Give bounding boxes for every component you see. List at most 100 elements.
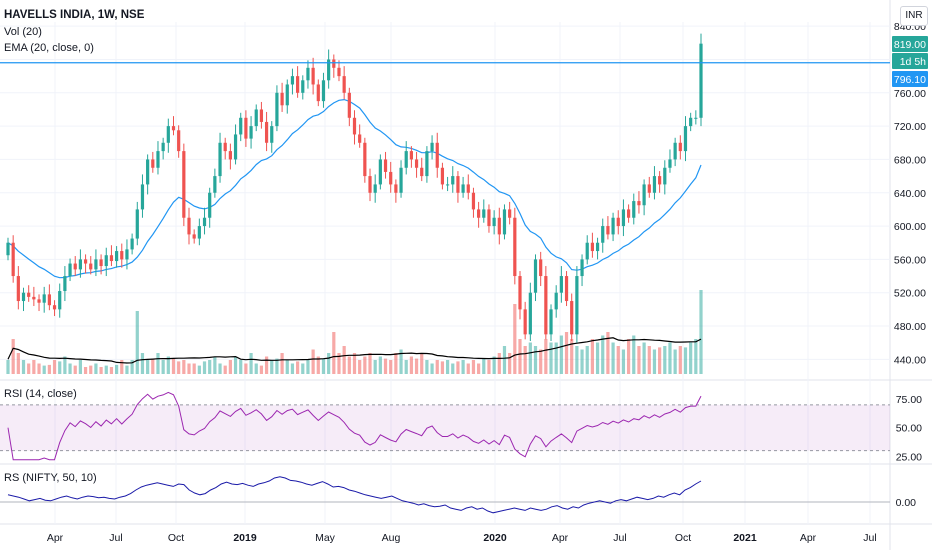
volume-bar <box>445 360 450 374</box>
candle-body <box>611 217 615 235</box>
candle-body <box>559 276 563 293</box>
candle-body <box>27 292 31 297</box>
volume-bar <box>156 353 160 374</box>
volume-bar <box>564 332 569 374</box>
candle-body <box>197 226 201 239</box>
volume-bar <box>151 358 155 374</box>
price-badge[interactable]: 796.10 <box>892 71 928 87</box>
volume-bar <box>606 332 610 374</box>
volume-bar <box>104 365 108 374</box>
price-badge-text: 796.10 <box>894 74 926 86</box>
volume-bar <box>658 347 662 374</box>
volume-bar <box>47 364 51 374</box>
currency-button[interactable]: INR <box>900 6 928 26</box>
candle-body <box>63 276 67 292</box>
candle-body <box>182 151 186 218</box>
candle-body <box>394 184 398 193</box>
candle-body <box>539 259 543 277</box>
candle-body <box>420 167 424 177</box>
candle-body <box>383 159 388 172</box>
candle-body <box>161 142 165 152</box>
volume-bar <box>228 360 232 374</box>
volume-bar <box>456 361 460 374</box>
volume-bar <box>575 346 579 374</box>
volume-bar <box>471 360 476 374</box>
candle-body <box>477 209 481 218</box>
volume-bar <box>254 363 258 374</box>
time-tick-label: Jul <box>863 532 876 544</box>
rs-indicator-label[interactable]: RS (NIFTY, 50, 10) <box>4 472 97 484</box>
volume-bar <box>6 360 10 374</box>
volume-bar <box>492 356 496 374</box>
volume-bar <box>280 353 284 374</box>
volume-bar <box>570 339 574 374</box>
candle-body <box>404 151 408 168</box>
rsi-indicator-label[interactable]: RSI (14, close) <box>4 388 77 400</box>
price-badge-text: 1d 5h <box>900 56 926 68</box>
volume-bar <box>63 356 67 374</box>
candle-body <box>637 201 641 206</box>
volume-bar <box>337 353 341 374</box>
volume-bar <box>166 356 170 374</box>
volume-bar <box>451 363 455 374</box>
candle-body <box>399 167 403 193</box>
candle-body <box>120 251 124 260</box>
candle-body <box>285 84 289 106</box>
candle-body <box>42 294 46 303</box>
candle-body <box>689 117 693 127</box>
candle-body <box>99 259 103 267</box>
volume-bar <box>420 353 424 374</box>
price-tick-label: 760.00 <box>894 88 926 100</box>
volume-bar <box>595 342 600 374</box>
candle-body <box>461 184 465 193</box>
candle-body <box>115 251 119 262</box>
candle-body <box>327 59 331 81</box>
volume-indicator-label[interactable]: Vol (20) <box>4 26 42 38</box>
volume-bar <box>539 349 543 374</box>
candle-body <box>466 184 470 193</box>
price-tick-label: 560.00 <box>894 254 926 266</box>
price-badge[interactable]: 1d 5h <box>892 53 928 69</box>
candle-body <box>94 259 98 270</box>
volume-bar <box>58 361 62 374</box>
candle-body <box>37 299 41 303</box>
volume-bar <box>378 356 382 374</box>
volume-bar <box>347 356 351 374</box>
volume-bar <box>601 335 605 374</box>
volume-bar <box>11 339 15 374</box>
rsi-band <box>0 404 890 451</box>
volume-bar <box>27 363 31 374</box>
rs-tick-label: 0.00 <box>896 497 917 509</box>
candle-body <box>244 117 248 139</box>
candle-body <box>518 276 522 310</box>
candle-body <box>570 301 574 335</box>
candle-body <box>658 176 662 185</box>
volume-bar <box>32 360 36 374</box>
candle-body <box>652 176 657 193</box>
candle-body <box>213 176 217 193</box>
candle-body <box>223 142 227 152</box>
candle-body <box>296 76 300 93</box>
volume-bar <box>368 353 372 374</box>
candle-body <box>151 159 155 168</box>
volume-bar <box>652 349 657 374</box>
volume-bar <box>580 349 584 374</box>
volume-bar <box>668 342 672 374</box>
rsi-tick-label: 75.00 <box>896 394 922 406</box>
rsi-line <box>7 391 702 461</box>
price-badge[interactable]: 819.00 <box>892 36 928 52</box>
candle-body <box>254 109 258 127</box>
candle-body <box>47 294 51 306</box>
candle-body <box>342 76 346 93</box>
candle-body <box>471 192 476 210</box>
ema-indicator-label[interactable]: EMA (20, close, 0) <box>4 42 94 54</box>
ema-line <box>7 98 702 279</box>
volume-bar <box>275 358 279 374</box>
candle-body <box>678 142 682 152</box>
candle-body <box>218 142 222 177</box>
candle-body <box>32 296 36 300</box>
volume-bar <box>414 358 419 374</box>
volume-bar <box>109 367 114 374</box>
candle-body <box>508 209 512 218</box>
